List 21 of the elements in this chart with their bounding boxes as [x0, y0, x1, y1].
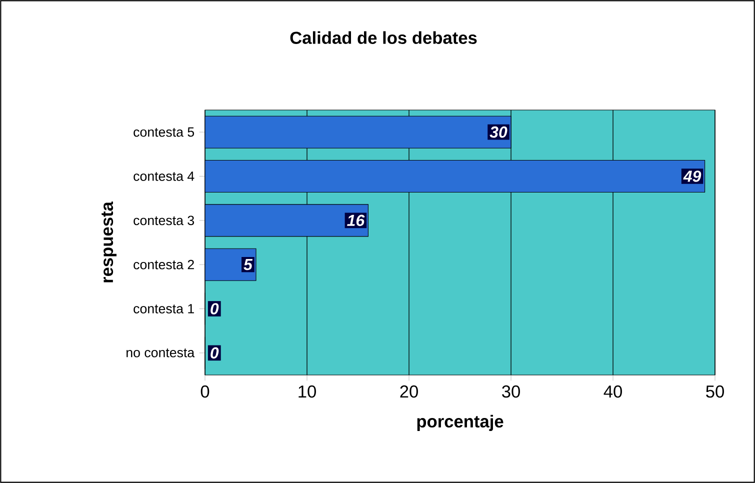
y-tick-label: contesta 5: [134, 127, 194, 137]
x-axis-title: porcentaje: [417, 414, 504, 431]
x-tick-label: 10: [298, 385, 316, 398]
data-label: 0: [210, 303, 219, 314]
data-label: 5: [244, 259, 253, 270]
x-tick-label: 40: [604, 385, 622, 398]
y-tick-label: contesta 2: [134, 260, 194, 270]
y-tick-label: contesta 1: [134, 304, 194, 314]
x-tick-label: 50: [706, 385, 724, 398]
y-tick-label: no contesta: [126, 348, 195, 358]
y-tick-label: contesta 4: [134, 172, 194, 181]
x-tick-label: 0: [200, 385, 210, 398]
chart-title: Calidad de los debates: [290, 31, 477, 44]
data-label: 30: [490, 126, 508, 138]
data-label: 0: [210, 347, 219, 359]
x-tick-label: 30: [502, 385, 520, 398]
data-label: 16: [347, 214, 365, 226]
y-tick-label: contesta 3: [134, 216, 194, 226]
data-label: 49: [683, 170, 702, 182]
y-axis-title: respuesta: [102, 201, 117, 282]
x-tick-label: 20: [400, 385, 418, 398]
